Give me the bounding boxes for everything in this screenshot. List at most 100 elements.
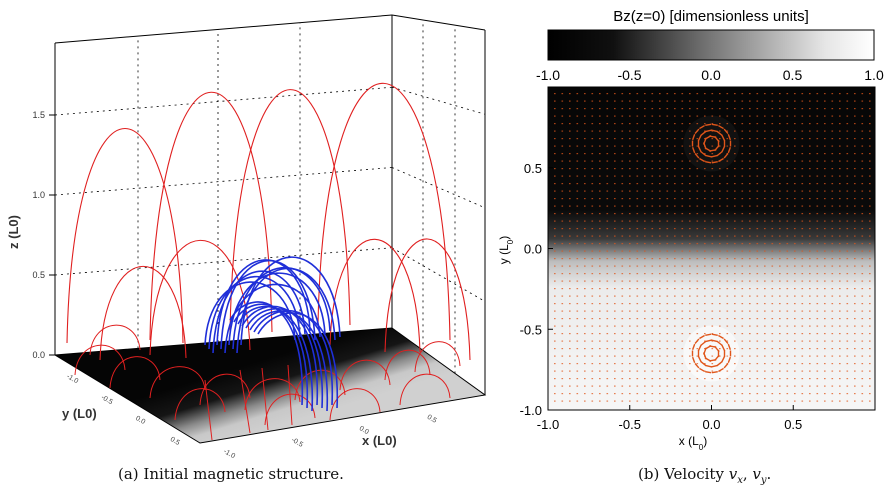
velocity-dot <box>576 175 579 177</box>
velocity-dot <box>584 400 586 402</box>
velocity-dot <box>726 93 729 95</box>
velocity-dot <box>786 258 789 260</box>
velocity-dot <box>831 115 834 117</box>
velocity-dot <box>674 183 676 185</box>
velocity-dot <box>771 205 774 207</box>
velocity-dot <box>854 258 856 260</box>
velocity-dot <box>651 250 654 252</box>
velocity-dot <box>599 258 601 260</box>
velocity-dot <box>869 235 871 237</box>
velocity-dot <box>681 235 684 237</box>
velocity-dot <box>696 153 699 155</box>
velocity-dot <box>756 303 759 305</box>
field-line-red <box>399 373 451 406</box>
velocity-dot <box>779 340 781 342</box>
velocity-dot <box>614 115 616 117</box>
velocity-dot <box>689 228 691 230</box>
velocity-dot <box>771 378 774 380</box>
colorbar-tick-label: -0.5 <box>617 67 641 83</box>
velocity-dot <box>569 370 571 372</box>
velocity-dot <box>854 228 856 230</box>
velocity-dot <box>629 123 631 125</box>
velocity-dot <box>651 190 654 192</box>
velocity-dot <box>674 160 676 162</box>
velocity-dot <box>569 220 571 222</box>
velocity-dot <box>771 160 774 162</box>
velocity-dot <box>666 325 669 327</box>
velocity-dot <box>824 273 826 275</box>
velocity-dot <box>689 235 691 237</box>
velocity-dot <box>681 280 684 282</box>
velocity-dot <box>636 325 639 327</box>
velocity-dot <box>704 175 706 177</box>
velocity-dot <box>756 138 759 140</box>
velocity-dot <box>786 138 789 140</box>
velocity-dot <box>681 183 684 185</box>
velocity-dot <box>659 385 661 387</box>
velocity-dot <box>614 160 616 162</box>
velocity-dot <box>696 348 699 350</box>
velocity-dot <box>756 228 759 230</box>
velocity-dot <box>861 385 864 387</box>
velocity-dot <box>681 370 684 372</box>
velocity-dot <box>839 385 841 387</box>
velocity-arrow <box>691 146 696 154</box>
velocity-dot <box>636 393 639 395</box>
velocity-dot <box>591 400 594 402</box>
velocity-dot <box>614 250 616 252</box>
velocity-dot <box>614 175 616 177</box>
velocity-dot <box>756 280 759 282</box>
velocity-dot <box>696 145 699 147</box>
velocity-dot <box>651 288 654 290</box>
velocity-dot <box>749 318 751 320</box>
velocity-dot <box>584 363 586 365</box>
x-tick-label: -1.0 <box>537 417 559 432</box>
velocity-dot <box>786 175 789 177</box>
velocity-dot <box>749 93 751 95</box>
velocity-dot <box>824 198 826 200</box>
velocity-dot <box>816 385 819 387</box>
velocity-dot <box>824 280 826 282</box>
velocity-dot <box>644 310 646 312</box>
velocity-dot <box>764 400 766 402</box>
velocity-dot <box>809 160 811 162</box>
velocity-dot <box>741 93 744 95</box>
panel-a: 0.00.51.01.5z (L0)-1.0-0.50.00.5y (L0)-1… <box>6 14 487 460</box>
velocity-dot <box>869 280 871 282</box>
velocity-dot <box>801 190 804 192</box>
velocity-dot <box>719 198 721 200</box>
velocity-dot <box>756 400 759 402</box>
velocity-dot <box>839 145 841 147</box>
velocity-dot <box>734 205 736 207</box>
velocity-dot <box>809 93 811 95</box>
velocity-dot <box>741 138 744 140</box>
velocity-dot <box>831 280 834 282</box>
velocity-dot <box>704 385 706 387</box>
velocity-dot <box>824 213 826 215</box>
velocity-dot <box>584 190 586 192</box>
velocity-dot <box>636 333 639 335</box>
field-line-red <box>414 341 461 373</box>
velocity-arrow <box>714 135 720 143</box>
velocity-dot <box>591 198 594 200</box>
velocity-dot <box>809 310 811 312</box>
velocity-dot <box>846 130 849 132</box>
velocity-dot <box>651 273 654 275</box>
velocity-dot <box>636 138 639 140</box>
velocity-dot <box>869 363 871 365</box>
velocity-dot <box>621 265 624 267</box>
velocity-dot <box>794 333 796 335</box>
velocity-dot <box>704 213 706 215</box>
velocity-dot <box>629 295 631 297</box>
velocity-dot <box>591 145 594 147</box>
velocity-dot <box>636 243 639 245</box>
velocity-dot <box>726 243 729 245</box>
velocity-dot <box>861 220 864 222</box>
velocity-dot <box>764 153 766 155</box>
velocity-dot <box>629 385 631 387</box>
velocity-dot <box>584 130 586 132</box>
velocity-dot <box>606 265 609 267</box>
velocity-dot <box>786 220 789 222</box>
velocity-dot <box>779 108 781 110</box>
velocity-dot <box>576 130 579 132</box>
